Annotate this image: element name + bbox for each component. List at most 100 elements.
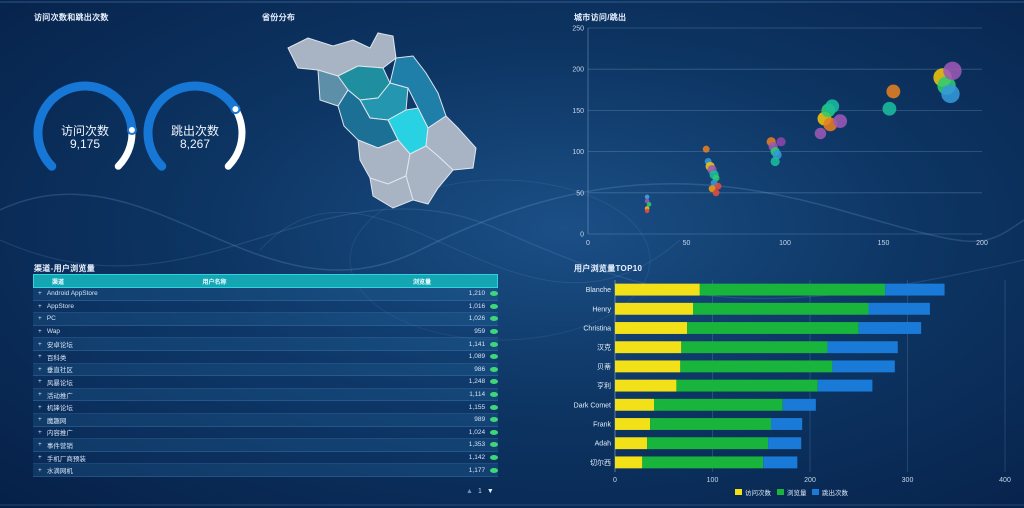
scatter-point <box>646 202 652 207</box>
row-value: 1,024 <box>468 428 486 436</box>
table-row[interactable]: + 事件营销 1,353 <box>33 439 498 452</box>
row-value: 1,177 <box>468 466 486 474</box>
bar-segment <box>771 418 803 430</box>
expand-icon[interactable]: + <box>38 353 42 361</box>
bar-segment <box>676 379 818 392</box>
y-tick-label: 200 <box>572 67 584 74</box>
table-row[interactable]: + 手机厂商预装 1,142 <box>33 451 498 465</box>
gauge-bounces-fill <box>143 81 240 171</box>
expand-icon[interactable]: + <box>38 315 42 323</box>
y-tick-label: 250 <box>572 26 584 33</box>
scatter-point <box>770 156 780 167</box>
bar-segment <box>782 398 816 411</box>
expand-icon[interactable]: + <box>38 416 42 424</box>
table-row[interactable]: + 机锋论坛 1,155 <box>33 401 498 414</box>
expand-icon[interactable]: + <box>38 302 42 310</box>
gauge-visits-fill <box>33 81 137 171</box>
expand-icon[interactable]: + <box>38 290 42 298</box>
row-name: 内容推广 <box>46 430 73 438</box>
row-value: 1,026 <box>468 315 486 323</box>
bar-segment <box>699 283 886 296</box>
page-down-icon[interactable]: ▼ <box>486 488 494 495</box>
page-number: 1 <box>477 488 482 495</box>
scatter-point <box>882 101 897 116</box>
province-map <box>287 32 477 209</box>
row-value: 986 <box>474 365 486 373</box>
status-dot-icon <box>490 467 498 473</box>
category-label: Christina <box>583 326 611 333</box>
row-value: 1,248 <box>468 378 486 386</box>
expand-icon[interactable]: + <box>38 340 42 348</box>
expand-icon[interactable]: + <box>38 378 42 386</box>
y-tick-label: 150 <box>572 108 584 115</box>
map-region-middle[interactable] <box>337 89 399 149</box>
expand-icon[interactable]: + <box>38 454 42 462</box>
scatter-point <box>943 61 962 81</box>
scatter-point <box>886 84 901 99</box>
expand-icon[interactable]: + <box>38 466 42 474</box>
gauge-visits <box>33 81 137 171</box>
table-row[interactable]: + AppStore 1,016 <box>33 300 498 314</box>
row-value: 1,089 <box>468 353 486 361</box>
table-row[interactable]: + Wap 959 <box>33 325 498 339</box>
bar-segment <box>615 456 643 469</box>
status-dot-icon <box>490 316 498 322</box>
legend-item[interactable]: 浏览量 <box>777 487 807 497</box>
top10-bar-chart: 0 100 200 300 400 Blanche Henry Christina 汉克贝蒂亨利… <box>574 280 1011 484</box>
table-pager: ▲ 1 ▼ <box>466 488 494 495</box>
expand-icon[interactable]: + <box>38 403 42 411</box>
table-row[interactable]: + PC 1,026 <box>33 313 498 326</box>
header-username: 用户名称 <box>202 279 227 286</box>
gauge-rings <box>33 81 246 171</box>
table-row[interactable]: + 垂直社区 986 <box>33 363 498 377</box>
bar-segment <box>687 322 859 334</box>
scatter-panel-title: 城市访问/跳出 <box>574 13 627 22</box>
bar-segment <box>693 302 869 315</box>
x-tick-label: 0 <box>613 477 617 484</box>
bar-segment <box>763 456 798 469</box>
table-row[interactable]: + 内容推广 1,024 <box>33 426 498 440</box>
row-name: Android AppStore <box>46 290 98 298</box>
category-label: 切尔西 <box>590 458 611 467</box>
page-up-icon[interactable]: ▲ <box>466 488 473 495</box>
table-row[interactable]: + 魔趣网 989 <box>33 413 498 427</box>
status-dot-icon <box>490 442 498 448</box>
expand-icon[interactable]: + <box>38 365 42 373</box>
row-name: 百科类 <box>46 354 67 362</box>
table-row[interactable]: + Android AppStore 1,210 <box>33 288 498 301</box>
x-tick-label: 100 <box>779 240 791 247</box>
expand-icon[interactable]: + <box>38 328 42 336</box>
table-row[interactable]: + 安卓论坛 1,141 <box>33 338 498 351</box>
gauge-visits-value: 9,175 <box>69 137 101 151</box>
row-name: 机锋论坛 <box>46 405 73 413</box>
bar-segment <box>615 341 682 354</box>
legend-item[interactable]: 访问次数 <box>735 487 771 497</box>
row-value: 1,016 <box>468 302 486 310</box>
table-row[interactable]: + 活动推广 1,114 <box>33 388 498 402</box>
status-dot-icon <box>490 392 498 398</box>
row-name: 安卓论坛 <box>46 342 73 350</box>
bar-segment <box>615 283 700 296</box>
category-label: Dark Comet <box>574 402 611 409</box>
scatter-point <box>833 114 848 129</box>
x-tick-label: 150 <box>878 240 890 247</box>
legend-item[interactable]: 跳出次数 <box>812 487 848 497</box>
status-dot-icon <box>490 329 498 335</box>
table-row[interactable]: + 风暴论坛 1,248 <box>33 376 498 389</box>
gauge-bounces-label: 跳出次数 <box>170 124 219 138</box>
table-row[interactable]: + 水滴网机 1,177 <box>33 464 498 477</box>
legend-label: 访问次数 <box>745 490 771 497</box>
expand-icon[interactable]: + <box>38 391 42 399</box>
table-row[interactable]: + 百科类 1,089 <box>33 350 498 364</box>
row-name: PC <box>46 315 56 323</box>
legend-swatch <box>735 489 742 495</box>
expand-icon[interactable]: + <box>38 428 42 436</box>
header-views: 浏览量 <box>412 279 431 286</box>
x-tick-label: 0 <box>586 240 590 247</box>
map-panel-title: 省份分布 <box>262 13 296 22</box>
map-region-southwest[interactable] <box>369 175 414 209</box>
channel-table: 渠道 用户名称 浏览量 + Android AppStore 1,210 + AppSt… <box>33 274 498 482</box>
expand-icon[interactable]: + <box>38 441 42 449</box>
category-label: Blanche <box>586 287 611 294</box>
row-name: 手机厂商预装 <box>46 455 86 463</box>
